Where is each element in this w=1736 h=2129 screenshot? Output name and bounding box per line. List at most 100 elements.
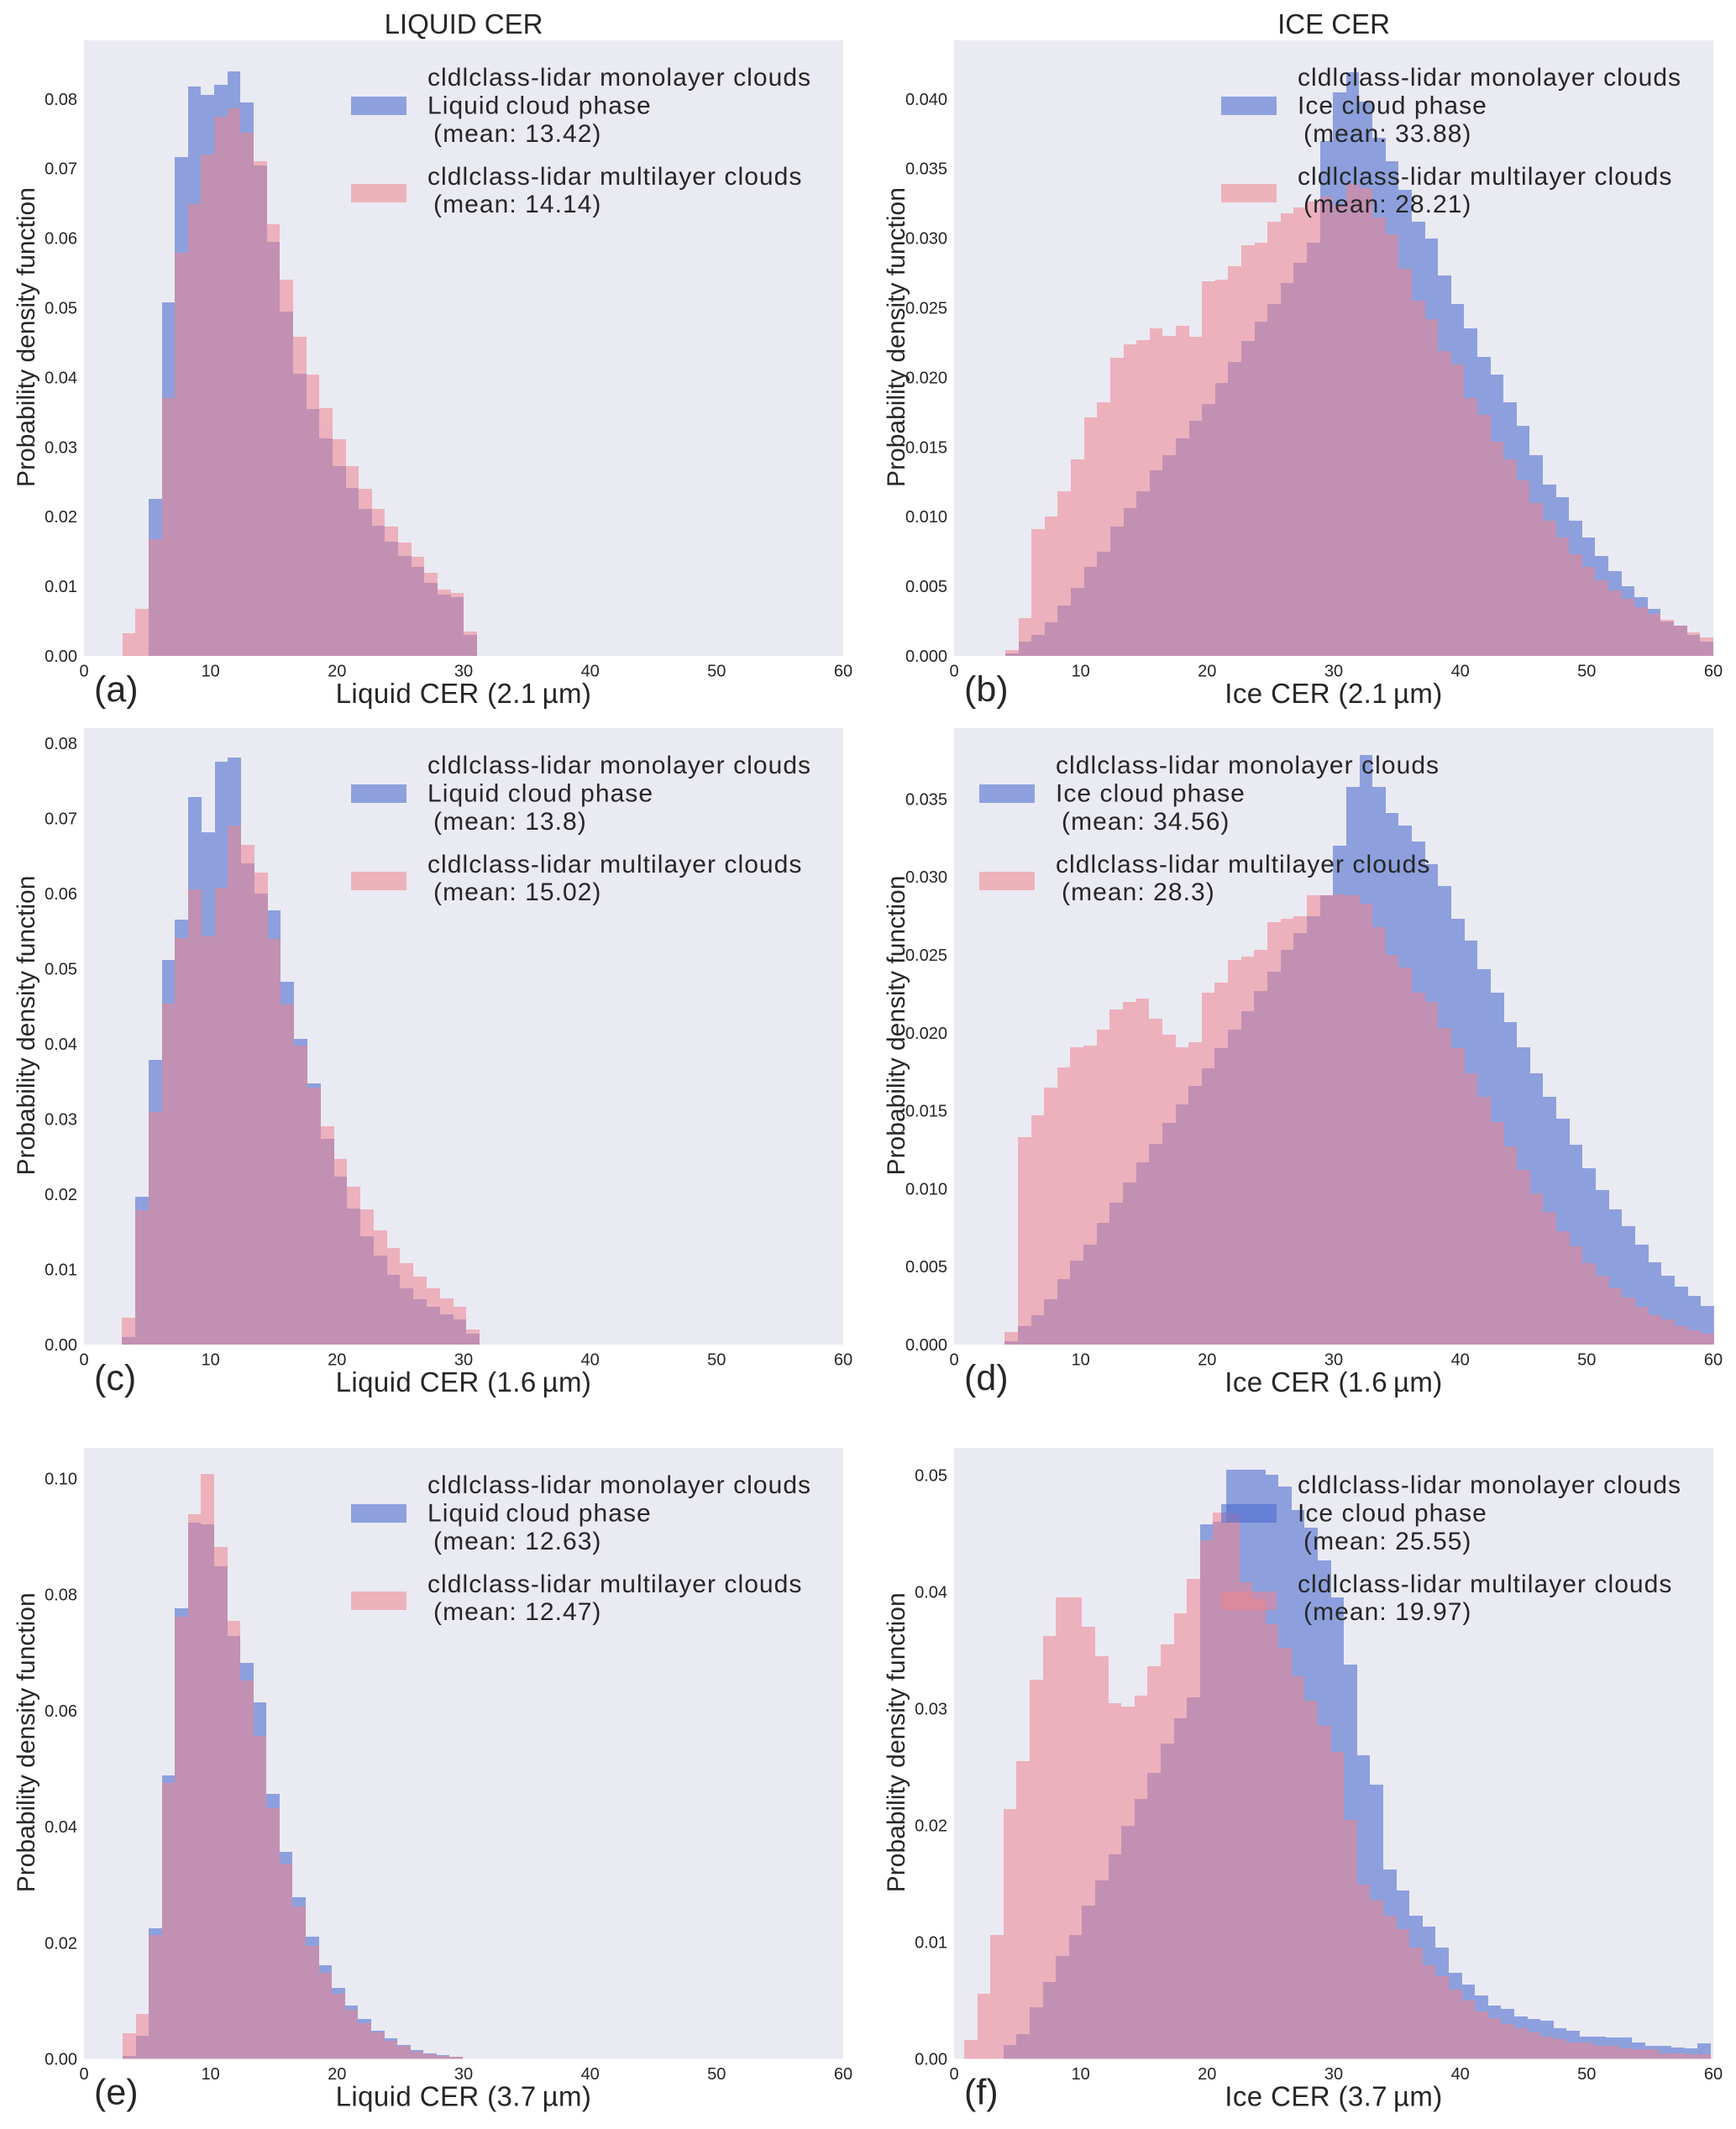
- svg-text:(mean: 28.21): (mean: 28.21): [1298, 191, 1471, 218]
- svg-text:(mean: 28.3): (mean: 28.3): [1056, 878, 1215, 906]
- svg-text:60: 60: [1704, 663, 1723, 681]
- svg-text:40: 40: [581, 1351, 600, 1370]
- svg-text:0.02: 0.02: [915, 1817, 947, 1836]
- svg-text:cldlclass-lidar monolayer clou: cldlclass-lidar monolayer clouds: [1298, 1471, 1681, 1499]
- svg-text:(c): (c): [94, 1358, 136, 1398]
- svg-text:cldlclass-lidar multilayer clo: cldlclass-lidar multilayer clouds: [1298, 163, 1672, 191]
- svg-text:30: 30: [1324, 2065, 1343, 2084]
- svg-text:0.025: 0.025: [905, 300, 947, 318]
- svg-text:0: 0: [79, 2065, 88, 2084]
- svg-text:40: 40: [1451, 2065, 1470, 2084]
- svg-text:30: 30: [454, 663, 473, 681]
- svg-text:10: 10: [1072, 663, 1090, 681]
- svg-text:10: 10: [202, 663, 220, 681]
- svg-text:Probability density function: Probability density function: [883, 187, 910, 487]
- svg-text:0.010: 0.010: [905, 508, 947, 527]
- svg-text:40: 40: [1451, 1351, 1470, 1370]
- svg-text:20: 20: [328, 1351, 346, 1370]
- svg-text:0.00: 0.00: [45, 648, 77, 666]
- svg-text:60: 60: [1704, 2065, 1723, 2084]
- svg-text:0.10: 0.10: [45, 1471, 77, 1489]
- svg-text:(mean: 12.47): (mean: 12.47): [427, 1598, 601, 1626]
- svg-text:40: 40: [1451, 663, 1470, 681]
- svg-text:0.03: 0.03: [45, 1111, 77, 1130]
- svg-text:30: 30: [1324, 1351, 1343, 1370]
- svg-text:cldlclass-lidar multilayer clo: cldlclass-lidar multilayer clouds: [427, 163, 802, 191]
- svg-text:0.030: 0.030: [905, 868, 947, 887]
- svg-text:10: 10: [202, 1351, 220, 1370]
- svg-text:0: 0: [949, 1351, 958, 1370]
- svg-text:0.04: 0.04: [45, 369, 77, 387]
- svg-text:(f): (f): [964, 2073, 999, 2113]
- svg-text:ICE CER: ICE CER: [1277, 8, 1390, 39]
- svg-text:(mean: 13.42): (mean: 13.42): [427, 120, 601, 148]
- svg-text:0.06: 0.06: [45, 1702, 77, 1721]
- svg-text:0.08: 0.08: [45, 1586, 77, 1605]
- svg-text:cldlclass-lidar monolayer clou: cldlclass-lidar monolayer clouds: [427, 64, 811, 92]
- svg-text:0.07: 0.07: [45, 160, 77, 179]
- svg-text:cldlclass-lidar multilayer clo: cldlclass-lidar multilayer clouds: [427, 851, 802, 878]
- svg-text:0.035: 0.035: [905, 160, 947, 179]
- svg-text:50: 50: [1577, 2065, 1596, 2084]
- svg-text:(e): (e): [94, 2073, 139, 2113]
- svg-text:0.00: 0.00: [45, 2051, 77, 2069]
- svg-text:Liquid CER (2.1 µm): Liquid CER (2.1 µm): [336, 678, 592, 709]
- svg-text:Liquid CER (3.7 µm): Liquid CER (3.7 µm): [336, 2081, 592, 2112]
- svg-text:cldlclass-lidar monolayer clou: cldlclass-lidar monolayer clouds: [427, 752, 811, 779]
- svg-text:(a): (a): [94, 669, 139, 710]
- svg-text:0.01: 0.01: [45, 578, 77, 596]
- svg-text:0.010: 0.010: [905, 1180, 947, 1198]
- svg-text:Probability density function: Probability density function: [13, 187, 40, 487]
- svg-text:cldlclass-lidar monolayer clou: cldlclass-lidar monolayer clouds: [427, 1471, 811, 1499]
- svg-text:20: 20: [328, 663, 346, 681]
- svg-text:0.04: 0.04: [915, 1584, 947, 1602]
- svg-text:(mean: 12.63): (mean: 12.63): [427, 1528, 601, 1555]
- svg-text:60: 60: [834, 663, 852, 681]
- svg-text:10: 10: [1072, 2065, 1090, 2084]
- svg-text:40: 40: [581, 2065, 600, 2084]
- svg-text:0.06: 0.06: [45, 885, 77, 904]
- svg-text:0.01: 0.01: [915, 1934, 947, 1953]
- svg-text:0.005: 0.005: [905, 1258, 947, 1277]
- svg-text:Probability density function: Probability density function: [883, 1592, 910, 1892]
- svg-text:40: 40: [581, 663, 600, 681]
- svg-text:0.05: 0.05: [915, 1467, 947, 1486]
- svg-text:0.000: 0.000: [905, 1336, 947, 1355]
- svg-text:Probability density function: Probability density function: [13, 876, 40, 1176]
- svg-text:0.02: 0.02: [45, 508, 77, 527]
- svg-text:0: 0: [79, 1351, 88, 1370]
- svg-text:0.015: 0.015: [905, 1103, 947, 1121]
- svg-text:cldlclass-lidar monolayer clou: cldlclass-lidar monolayer clouds: [1056, 752, 1440, 779]
- svg-text:0.05: 0.05: [45, 961, 77, 979]
- svg-text:cldlclass-lidar multilayer clo: cldlclass-lidar multilayer clouds: [1298, 1571, 1672, 1598]
- svg-text:Ice cloud phase: Ice cloud phase: [1298, 1500, 1487, 1528]
- svg-text:0.04: 0.04: [45, 1036, 77, 1054]
- svg-text:(mean: 14.14): (mean: 14.14): [427, 191, 601, 218]
- svg-text:60: 60: [1704, 1351, 1723, 1370]
- svg-text:20: 20: [1198, 2065, 1216, 2084]
- svg-text:Liquid cloud phase: Liquid cloud phase: [427, 780, 653, 808]
- svg-text:Liquid cloud phase: Liquid cloud phase: [427, 92, 652, 120]
- svg-text:0.03: 0.03: [45, 438, 77, 457]
- svg-text:0.035: 0.035: [905, 790, 947, 809]
- svg-text:0.03: 0.03: [915, 1701, 947, 1719]
- svg-text:(mean: 15.02): (mean: 15.02): [427, 878, 601, 906]
- svg-text:0.015: 0.015: [905, 438, 947, 457]
- svg-text:0.020: 0.020: [905, 369, 947, 387]
- svg-text:Ice cloud phase: Ice cloud phase: [1298, 92, 1487, 120]
- svg-text:20: 20: [328, 2065, 346, 2084]
- svg-text:0.00: 0.00: [915, 2051, 947, 2069]
- svg-text:0.025: 0.025: [905, 947, 947, 965]
- svg-text:0.030: 0.030: [905, 230, 947, 249]
- svg-text:0.08: 0.08: [45, 735, 77, 753]
- svg-text:Liquid cloud phase: Liquid cloud phase: [427, 1500, 652, 1528]
- svg-text:Ice cloud phase: Ice cloud phase: [1056, 780, 1246, 808]
- svg-text:20: 20: [1198, 1351, 1216, 1370]
- svg-text:0.02: 0.02: [45, 1934, 77, 1953]
- svg-text:0.05: 0.05: [45, 300, 77, 318]
- svg-text:30: 30: [454, 1351, 473, 1370]
- svg-text:50: 50: [1577, 1351, 1596, 1370]
- svg-text:(b): (b): [964, 669, 1009, 710]
- svg-text:0.04: 0.04: [45, 1818, 77, 1837]
- svg-text:Probability density function: Probability density function: [883, 876, 910, 1176]
